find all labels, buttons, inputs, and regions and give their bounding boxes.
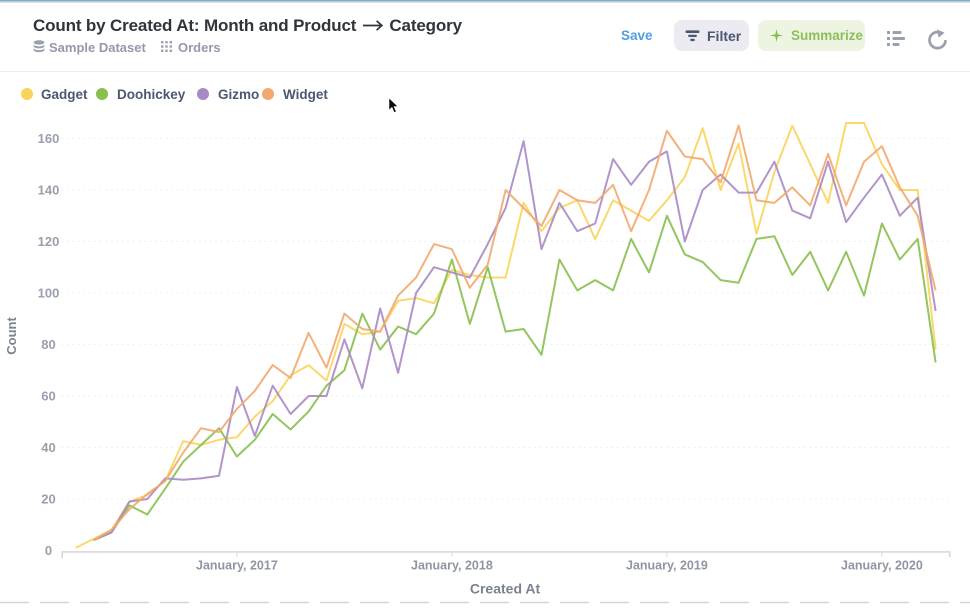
svg-text:January, 2018: January, 2018 — [411, 559, 493, 573]
svg-text:40: 40 — [41, 440, 55, 455]
svg-text:0: 0 — [45, 543, 52, 558]
svg-text:80: 80 — [41, 337, 55, 352]
svg-text:January, 2020: January, 2020 — [841, 559, 923, 573]
svg-text:January, 2019: January, 2019 — [626, 559, 708, 573]
svg-text:Count: Count — [4, 317, 19, 355]
svg-text:140: 140 — [38, 182, 60, 197]
svg-text:120: 120 — [38, 234, 60, 249]
svg-text:60: 60 — [41, 389, 55, 404]
svg-text:January, 2017: January, 2017 — [196, 559, 278, 573]
svg-text:160: 160 — [38, 131, 60, 146]
svg-text:Created At: Created At — [470, 581, 541, 597]
svg-text:100: 100 — [38, 285, 60, 300]
svg-text:20: 20 — [41, 492, 55, 507]
